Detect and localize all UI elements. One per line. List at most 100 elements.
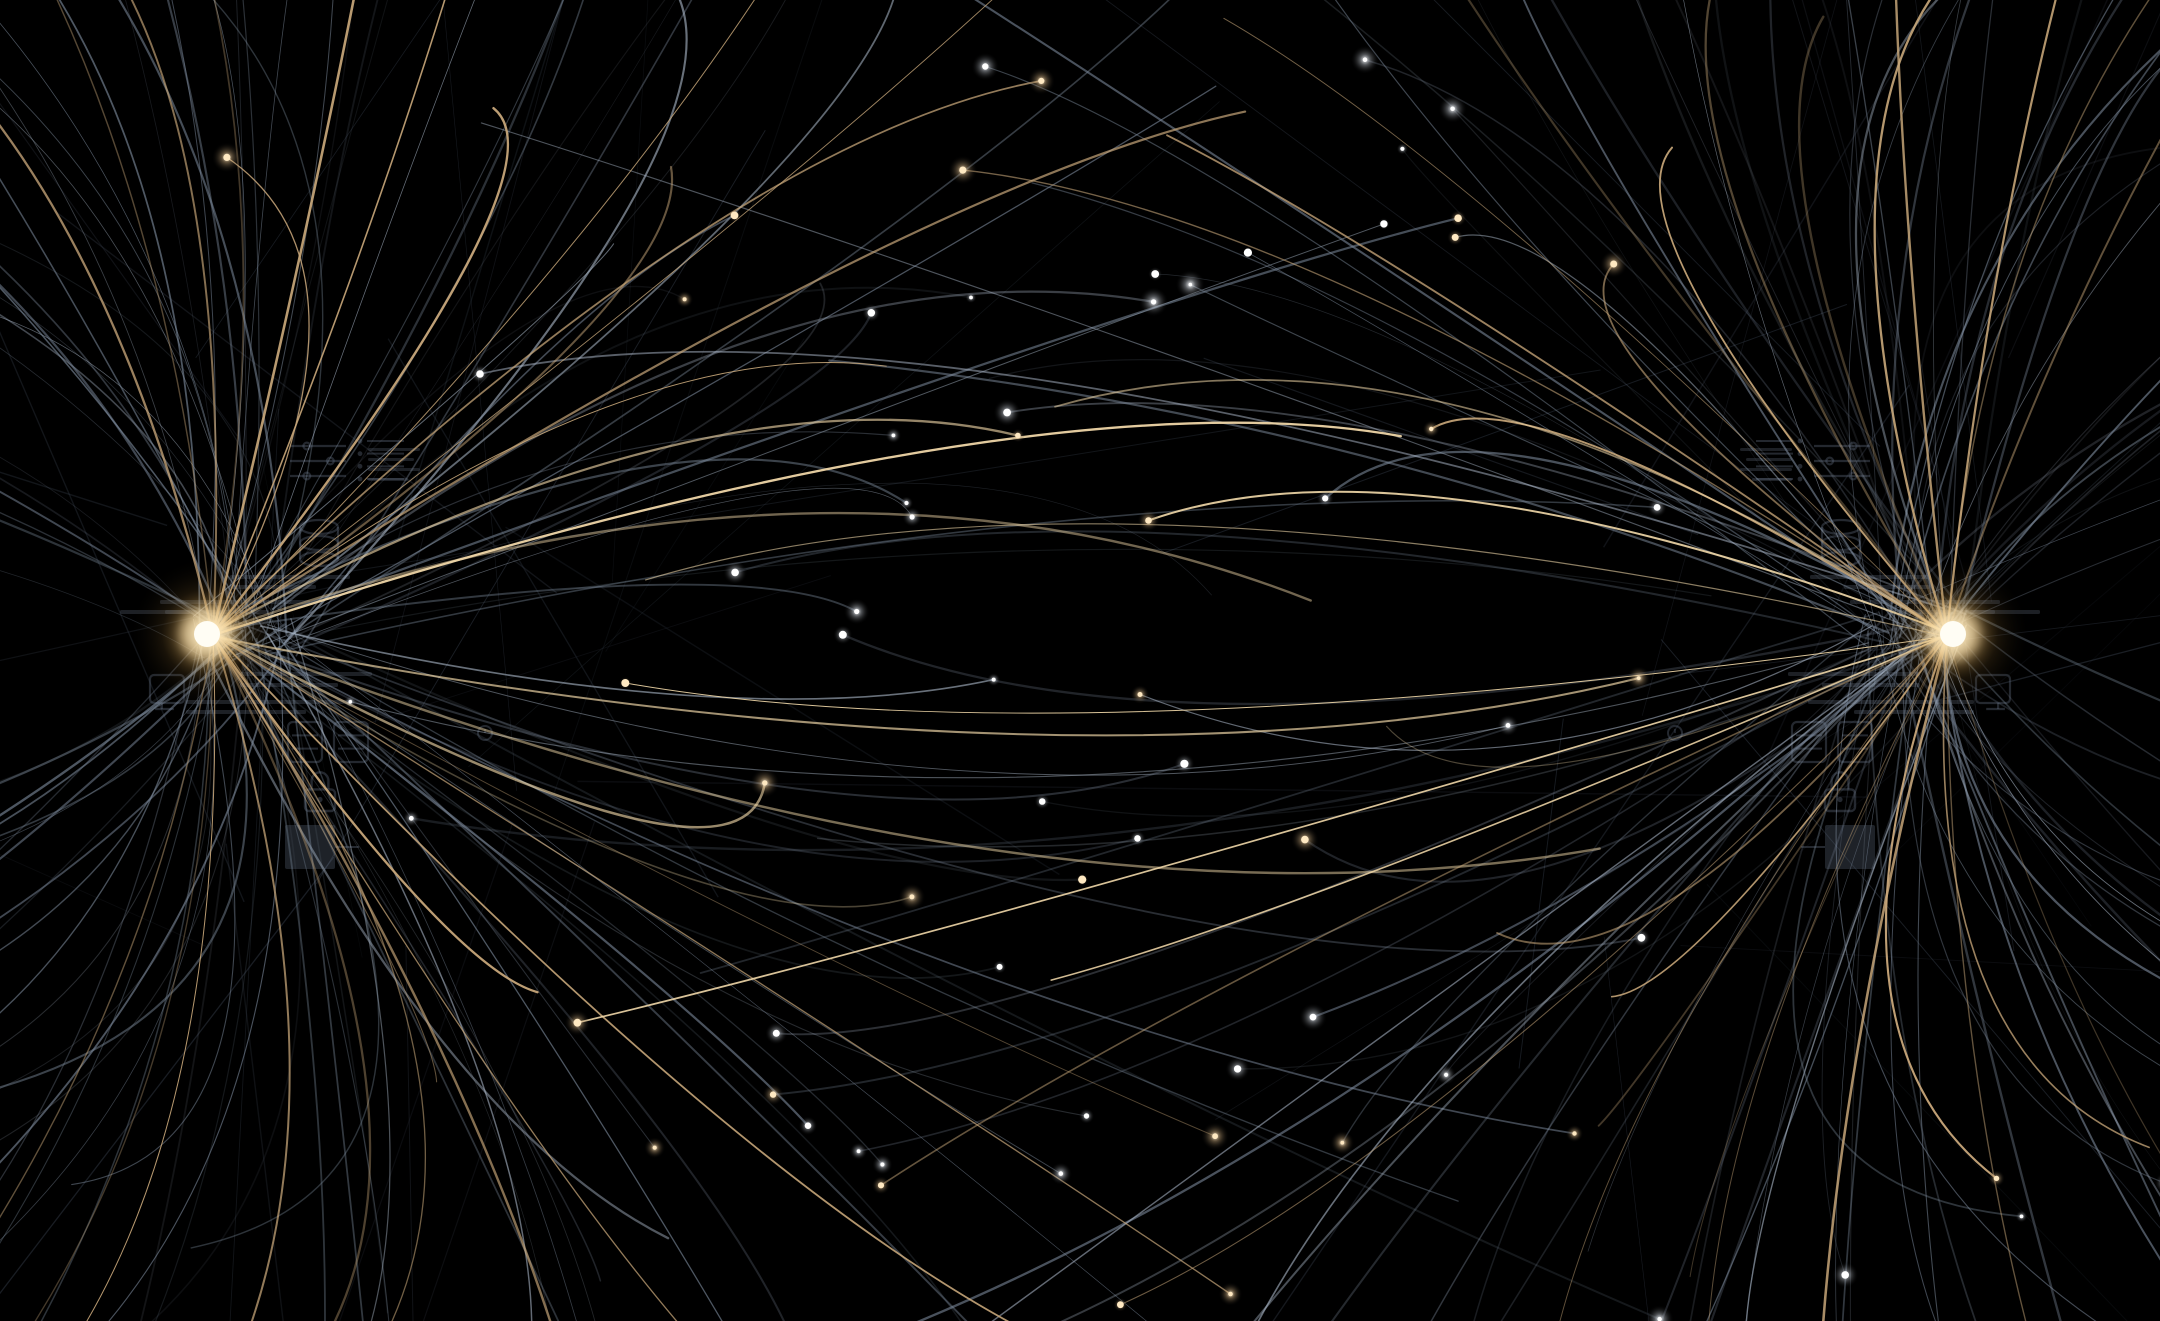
web-strand [0,313,233,634]
warm-fan-strand [1708,636,1948,1321]
web-strand [239,0,584,614]
web-strand [1874,654,2160,881]
ghost-grid-line [1915,0,1992,602]
warm-fan-strand [211,110,1247,633]
warm-fan-strand [1658,146,1948,636]
web-strand [204,627,1186,801]
web-strand [1835,658,1900,1321]
web-strand [0,645,223,783]
warm-fan-strand [576,634,1948,1024]
web-strand [349,642,1870,779]
ghost-grid-line [468,101,1220,768]
web-strand [1550,0,1964,612]
web-strand [171,0,216,614]
slider-group-icon [1814,441,1870,481]
web-strand [289,631,1661,1321]
ghost-grid-line [1433,0,1881,447]
web-strand [0,646,280,1164]
web-strand [1927,615,2160,961]
web-strand [284,639,577,1321]
web-strand [140,608,249,1321]
endpoint-dot [1150,299,1157,305]
web-strand [1841,616,1919,1321]
ghost-grid-line [1854,422,2160,704]
ghost-grid-line [1706,884,2128,1321]
warm-fan-strand [212,0,245,637]
warm-fan-strand [212,0,993,633]
ghost-grid-line [1792,0,1937,476]
warm-fan-strand [1050,634,1948,981]
ghost-text-line [368,448,420,451]
endpoint-dot [772,1029,780,1037]
endpoint-dot [1610,260,1618,268]
web-strand [1957,452,2160,628]
warm-fan-strand [211,631,372,1321]
web-strand [0,646,199,1181]
web-strand [71,618,236,1186]
web-strand [1963,0,2083,622]
endpoint-dot [1362,57,1368,62]
endpoint-dot [1233,1065,1242,1073]
endpoint-dot [1637,933,1646,942]
warm-fan-strand [1822,634,1949,1321]
web-strand [289,482,1212,610]
endpoint-dot [1444,1072,1449,1077]
warm-fan-strand [212,631,291,1321]
web-strand [234,610,390,1321]
warm-fan-strand [1894,0,1949,638]
web-strand [1835,614,2097,1321]
web-strand [232,85,1217,658]
web-strand [1635,0,1943,636]
endpoint-glow [2154,1173,2160,1193]
web-strand [235,620,1643,953]
web-strand [1522,0,1903,630]
endpoint-dot [348,699,353,704]
focal-node-left [129,556,285,712]
display-panel-icon [1801,825,1875,869]
list-rows-icon [1756,438,1803,482]
web-strand [253,611,1084,882]
web-strand [1849,643,1878,1321]
endpoint-dot [1322,495,1329,502]
web-strand [1902,615,2160,1218]
web-strand [0,283,232,642]
web-strand [236,0,786,618]
web-strand [1947,649,2160,922]
web-strand [1926,644,2160,917]
endpoint-dot [877,1182,885,1189]
endpoint-dot [969,295,973,300]
warm-fan-strand [1945,0,2057,635]
endpoint-dot [730,211,739,220]
web-strand [480,122,1937,638]
web-strand [0,653,214,825]
web-strand [1949,68,2160,659]
web-strand [166,0,248,615]
ghost-grid-line [346,575,831,731]
lock-icon [1823,771,1857,813]
web-strand [0,629,245,817]
web-strand [1847,0,1934,611]
warm-fan-strand [211,511,1312,635]
web-strand [1915,202,2160,652]
endpoint-dot [1450,106,1455,112]
web-strand [1714,0,1941,634]
web-strand [1942,426,2160,628]
ghost-grid-line [1886,593,2160,862]
web-strand [1923,430,2160,658]
ghost-grid-line [347,369,1601,573]
web-strand [1894,499,2160,610]
endpoint-dot [909,894,915,900]
ghost-grid-line [374,0,564,723]
web-strand [916,634,1923,1321]
web-strand [1846,0,1885,656]
web-strand [281,282,826,643]
web-strand [1430,612,1912,1321]
endpoint-dot [904,500,909,506]
web-strand [0,456,224,649]
endpoint-dot [909,514,915,520]
warm-fan-strand [130,0,218,638]
endpoint-dot [1993,1175,2000,1182]
warm-fan-strand [624,635,1948,714]
endpoint-dot [1188,282,1193,287]
